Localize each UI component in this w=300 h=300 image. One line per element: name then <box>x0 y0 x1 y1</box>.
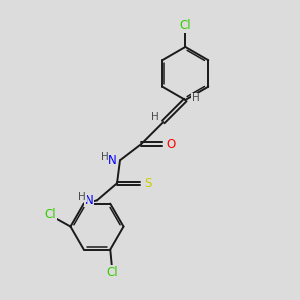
Text: S: S <box>145 177 152 190</box>
Text: H: H <box>101 152 109 162</box>
Text: Cl: Cl <box>179 19 191 32</box>
Text: N: N <box>85 194 94 207</box>
Text: H: H <box>151 112 158 122</box>
Text: H: H <box>78 192 86 202</box>
Text: Cl: Cl <box>45 208 56 221</box>
Text: N: N <box>108 154 116 167</box>
Text: Cl: Cl <box>106 266 118 279</box>
Text: H: H <box>192 94 200 103</box>
Text: O: O <box>166 138 175 151</box>
